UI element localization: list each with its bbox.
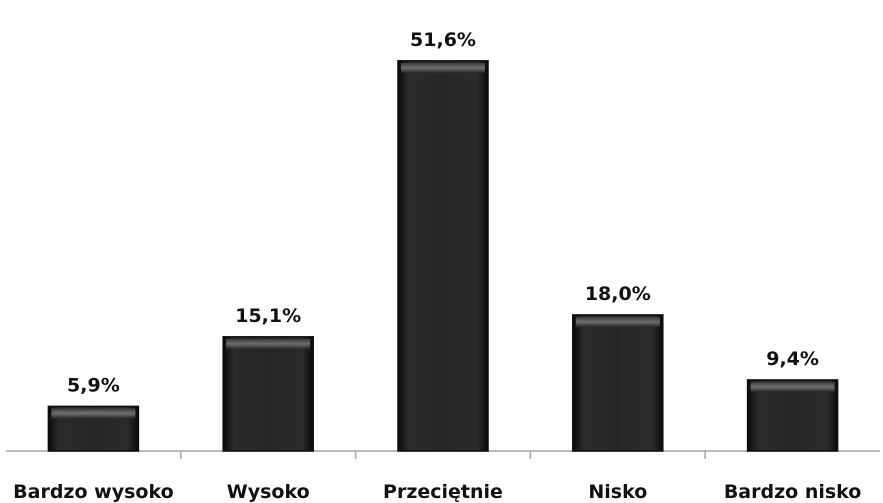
bar	[572, 314, 664, 452]
bar-highlight	[575, 316, 660, 327]
data-label: 18,0%	[585, 283, 651, 305]
x-tick-label: Bardzo nisko	[724, 481, 862, 503]
x-axis	[6, 450, 880, 459]
labels: 5,9% Bardzo wysoko 15,1% Wysoko 51,6% Przecię…	[13, 29, 861, 503]
bar-highlight	[750, 381, 835, 392]
x-tick-label: Wysoko	[227, 481, 310, 503]
bar-body	[222, 336, 314, 452]
data-label: 15,1%	[235, 305, 301, 327]
bar-highlight	[51, 408, 136, 419]
x-tick-label: Nisko	[588, 481, 647, 503]
bar-highlight	[226, 338, 311, 349]
bar	[746, 379, 839, 452]
bar	[47, 405, 140, 452]
data-label: 51,6%	[410, 29, 476, 51]
bars	[47, 60, 839, 452]
x-tick-label: Bardzo wysoko	[13, 481, 173, 503]
x-tick-label: Przeciętnie	[383, 481, 503, 503]
data-label: 9,4%	[766, 348, 819, 370]
bar	[397, 60, 489, 452]
data-label: 5,9%	[67, 374, 120, 396]
bar	[222, 336, 314, 452]
bar-body	[572, 314, 664, 452]
bar-body	[397, 60, 489, 452]
bar-highlight	[401, 62, 485, 73]
